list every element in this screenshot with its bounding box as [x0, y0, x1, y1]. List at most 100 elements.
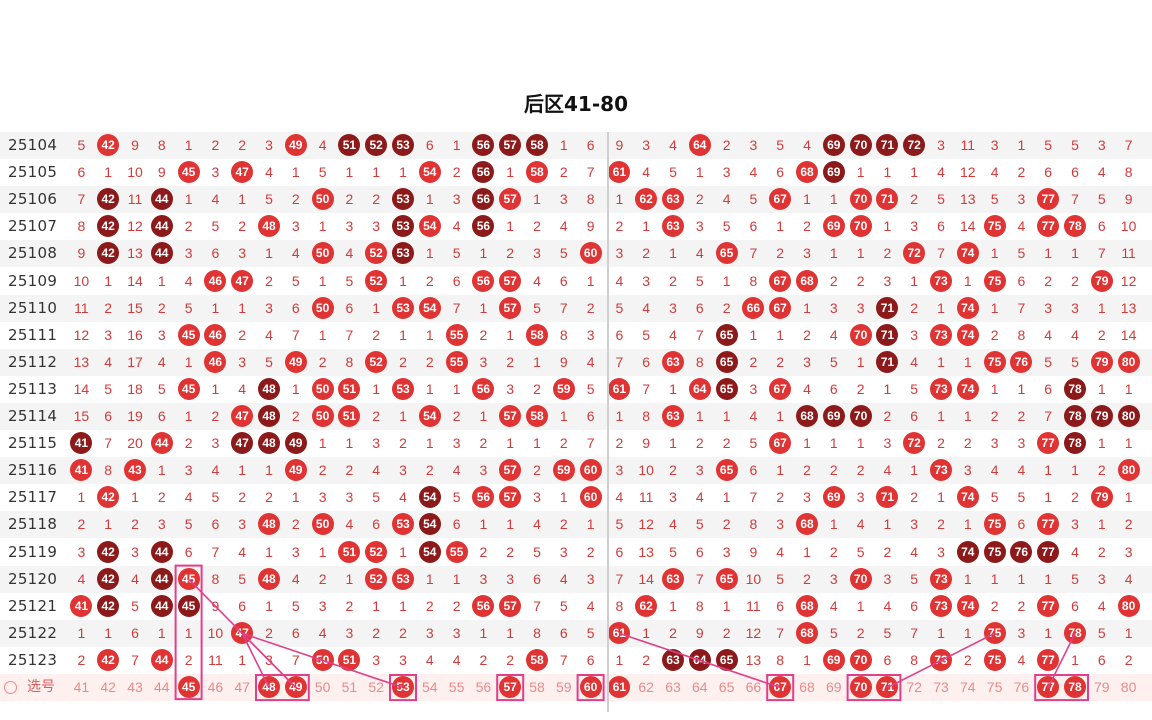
selected-number-ball[interactable]: 49 [284, 676, 307, 698]
miss-count: 14 [1120, 326, 1137, 343]
miss-count: 3 [695, 462, 704, 479]
selected-number-ball[interactable]: 45 [177, 676, 200, 698]
miss-count: 4 [265, 326, 273, 343]
miss-count: 17 [127, 353, 143, 370]
hit-ball: 64 [688, 648, 711, 671]
select-number[interactable]: 74 [960, 679, 976, 695]
select-number[interactable]: 56 [475, 679, 492, 695]
select-number[interactable]: 80 [1120, 679, 1137, 695]
select-label-text: 选号 [27, 679, 55, 695]
hit-ball: 68 [796, 269, 818, 292]
miss-count: 2 [1017, 408, 1026, 424]
miss-count: 6 [559, 624, 568, 641]
select-number[interactable]: 47 [234, 679, 250, 695]
miss-count: 1 [1097, 435, 1106, 452]
miss-count: 9 [1124, 191, 1133, 208]
selected-number-ball[interactable]: 48 [258, 676, 280, 698]
select-number[interactable]: 44 [154, 679, 170, 695]
miss-count: 10 [1120, 218, 1137, 235]
selected-number-ball[interactable]: 77 [1037, 676, 1060, 698]
miss-count: 1 [1124, 624, 1133, 641]
select-number[interactable]: 51 [341, 679, 358, 695]
miss-count: 7 [642, 380, 651, 397]
miss-count: 1 [291, 380, 300, 397]
miss-count: 4 [211, 191, 220, 208]
select-number[interactable]: 73 [933, 679, 949, 695]
miss-count: 1 [318, 326, 327, 343]
miss-count: 1 [722, 489, 731, 506]
hit-ball: 48 [258, 405, 280, 427]
miss-count: 5 [695, 516, 704, 533]
select-number[interactable]: 72 [906, 679, 922, 695]
issue-number: 25116 [8, 461, 58, 480]
miss-count: 3 [642, 272, 651, 289]
select-number[interactable]: 75 [986, 679, 1003, 695]
miss-count: 1 [533, 191, 541, 208]
miss-count: 8 [1017, 326, 1026, 343]
miss-count: 9 [586, 218, 595, 235]
selected-number-ball[interactable]: 61 [608, 676, 631, 698]
select-number[interactable]: 42 [100, 679, 116, 695]
issue-number: 25111 [8, 325, 58, 344]
select-number[interactable]: 62 [638, 679, 654, 695]
miss-count: 2 [399, 353, 407, 370]
hit-ball: 75 [983, 621, 1006, 644]
miss-count: 6 [452, 516, 461, 533]
miss-count: 1 [479, 624, 488, 641]
select-number[interactable]: 63 [665, 679, 681, 695]
hit-ball: 55 [445, 350, 468, 373]
select-number[interactable]: 46 [207, 679, 224, 695]
selected-number-ball[interactable]: 67 [769, 676, 792, 698]
selected-number-ball[interactable]: 78 [1064, 676, 1086, 698]
select-number[interactable]: 65 [718, 679, 735, 695]
selected-number-ball[interactable]: 70 [849, 676, 872, 698]
miss-count: 8 [642, 408, 651, 424]
select-number[interactable]: 79 [1094, 679, 1110, 695]
miss-count: 14 [960, 218, 976, 235]
select-number[interactable]: 43 [127, 679, 143, 695]
select-number[interactable]: 58 [529, 679, 545, 695]
miss-count: 4 [211, 462, 220, 479]
select-number[interactable]: 59 [556, 679, 572, 695]
selected-number-ball[interactable]: 60 [579, 676, 602, 698]
miss-count: 8 [1124, 164, 1133, 181]
miss-count: 2 [479, 651, 488, 668]
select-number[interactable]: 52 [368, 679, 384, 695]
select-number[interactable]: 66 [745, 679, 762, 695]
miss-count: 1 [104, 272, 113, 289]
miss-count: 5 [615, 299, 624, 316]
miss-count: 1 [372, 597, 381, 614]
miss-count: 1 [990, 570, 999, 587]
hit-ball: 44 [150, 567, 173, 590]
selected-number-ball[interactable]: 57 [499, 676, 522, 698]
miss-count: 4 [749, 164, 758, 181]
miss-count: 3 [586, 570, 595, 587]
select-number[interactable]: 76 [1013, 679, 1030, 695]
selected-number-ball[interactable]: 53 [392, 676, 414, 698]
miss-count: 4 [452, 218, 461, 235]
miss-count: 2 [695, 435, 704, 452]
radio-icon[interactable] [4, 680, 17, 694]
miss-count: 1 [856, 597, 865, 614]
select-number[interactable]: 69 [826, 679, 842, 695]
miss-count: 1 [856, 435, 865, 452]
miss-count: 1 [669, 435, 677, 452]
hit-ball: 46 [204, 269, 227, 292]
select-number[interactable]: 41 [73, 679, 90, 695]
miss-count: 6 [559, 272, 568, 289]
miss-count: 2 [318, 570, 327, 587]
select-number[interactable]: 50 [314, 679, 331, 695]
miss-count: 1 [722, 272, 731, 289]
select-number[interactable]: 64 [692, 679, 708, 695]
hit-ball: 74 [956, 377, 979, 400]
miss-count: 6 [829, 380, 838, 397]
select-number[interactable]: 68 [799, 679, 815, 695]
selected-number-ball[interactable]: 71 [876, 676, 899, 698]
select-number[interactable]: 54 [422, 679, 438, 695]
select-number[interactable]: 55 [448, 679, 465, 695]
miss-count: 3 [722, 164, 731, 181]
miss-count: 3 [265, 137, 273, 153]
miss-count: 3 [291, 543, 300, 560]
hit-ball: 54 [418, 296, 441, 319]
select-label[interactable]: 选号 [4, 674, 55, 701]
